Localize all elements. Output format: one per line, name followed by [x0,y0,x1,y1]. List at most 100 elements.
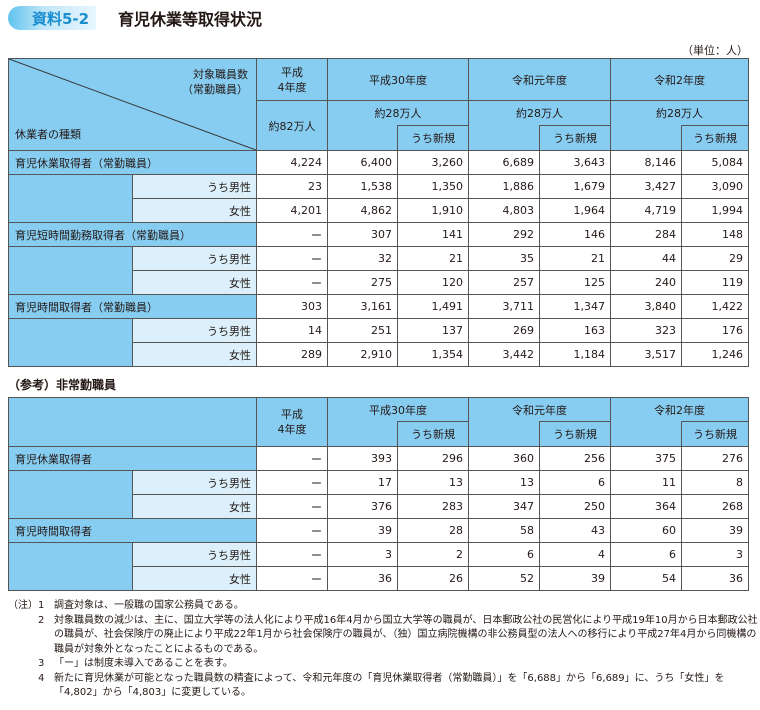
parttime-staff-table: 平成 4年度 平成30年度 令和元年度 令和2年度 うち新規 うち新規 うち新規 … [8,397,749,591]
value-cell: 44 [610,246,682,271]
value-cell: 323 [610,318,682,343]
value-cell: 29 [681,246,749,271]
value-cell: 3,643 [539,150,611,175]
note-item: （注） 1 調査対象は、一般職の国家公務員である。 [8,599,758,614]
value-cell: 3,260 [397,150,469,175]
value-cell: 23 [256,174,328,199]
value-cell: 32 [327,246,398,271]
value-cell: 4,224 [256,150,328,175]
value-cell: 376 [327,494,398,519]
value-cell: ー [256,470,328,495]
value-cell: 163 [539,318,611,343]
note-number: 4 [38,672,45,684]
value-cell: 21 [397,246,469,271]
value-cell: 11 [610,470,682,495]
blank-cell [327,125,398,151]
row-group-spacer [8,470,133,519]
blank-cell [610,125,682,151]
value-cell: 251 [327,318,398,343]
value-cell: 4,201 [256,198,328,223]
corner-header [8,397,257,447]
value-cell: 250 [539,494,611,519]
new-header: うち新規 [397,421,469,447]
table-row: うち男性ー 3 2 6 4 6 3 [8,542,749,591]
value-cell: 289 [256,342,328,367]
value-cell: 3,840 [610,294,682,319]
value-cell: 1,354 [397,342,469,367]
value-cell: 256 [539,446,611,471]
value-cell: 6 [539,470,611,495]
row-sub-label: うち男性 [132,470,257,495]
table-row: うち男性ー 32 21 35 21 44 29 [8,246,749,295]
value-cell: 4,862 [327,198,398,223]
value-cell: 1,246 [681,342,749,367]
corner-top-1: 対象職員数 [193,68,248,81]
row-group-spacer [8,318,133,367]
value-cell: 1,350 [397,174,469,199]
value-cell: 3,090 [681,174,749,199]
value-cell: 1,422 [681,294,749,319]
blank-cell [610,421,682,447]
value-cell: 14 [256,318,328,343]
value-cell: 292 [468,222,540,247]
corner-top-2: （常勤職員） [182,83,248,96]
badge-label: 資料5-2 [32,10,90,28]
value-cell: 141 [397,222,469,247]
document-badge: 資料5-2 [8,6,96,30]
table-row: 女性ー 275 120 257 125 240 119 [9,270,749,295]
value-cell: 43 [539,518,611,543]
value-cell: 275 [327,270,398,295]
value-cell: 39 [681,518,749,543]
value-cell: ー [256,246,328,271]
new-header: うち新規 [681,125,749,151]
value-cell: 1,538 [327,174,398,199]
value-cell: ー [256,446,328,471]
value-cell: 360 [468,446,540,471]
value-cell: 268 [681,494,749,519]
value-cell: ー [256,222,328,247]
value-cell: 60 [610,518,682,543]
value-cell: 125 [539,270,611,295]
note-text: 対象職員数の減少は、主に、国立大学等の法人化により平成16年4月から国立大学等の… [54,614,758,655]
year-h4-line2: 4年度 [277,80,307,94]
value-cell: 21 [539,246,611,271]
row-group-spacer [8,246,133,295]
value-cell: 6 [468,542,540,567]
year-h4-line2: 4年度 [277,423,307,436]
year-h4-line1: 平成 [281,408,303,421]
value-cell: 283 [397,494,469,519]
page-title: 育児休業等取得状況 [118,10,263,29]
value-cell: 39 [539,566,611,591]
year-header: 令和元年度 [468,58,611,101]
value-cell: 1,886 [468,174,540,199]
year-header: 平成30年度 [327,58,469,101]
notes: （注） 1 調査対象は、一般職の国家公務員である。 2 対象職員数の減少は、主に、国立… [8,599,758,701]
value-cell: 36 [681,566,749,591]
value-cell: 58 [468,518,540,543]
blank-cell [468,421,540,447]
section-title: （参考）非常勤職員 [8,378,117,392]
value-cell: ー [256,566,328,591]
row-sub-label: 女性 [132,494,257,519]
fulltime-staff-table: 対象職員数 （常勤職員） 休業者の種類 平成 4年度 平成30年度 令和元年度 令和… [8,58,749,367]
row-group-spacer [8,542,133,591]
value-cell: 13 [397,470,469,495]
note-text: 「ー」は制度未導入であることを表す。 [54,658,233,669]
diagonal-line [9,59,256,150]
value-cell: 364 [610,494,682,519]
row-group-label: 育児休業取得者 [8,446,257,471]
table-row: 育児時間取得者（常勤職員） 303 3,161 1,491 3,711 1,347 3,84… [8,294,749,319]
staff-count: 約28万人 [610,100,749,126]
value-cell: 276 [681,446,749,471]
value-cell: 296 [397,446,469,471]
staff-count: 約28万人 [468,100,611,126]
value-cell: 119 [681,270,749,295]
value-cell: 1,491 [397,294,469,319]
note-number: 1 [38,600,45,611]
value-cell: 8 [681,470,749,495]
value-cell: 303 [256,294,328,319]
value-cell: 3,711 [468,294,540,319]
value-cell: 347 [468,494,540,519]
new-header: うち新規 [397,125,469,151]
value-cell: 3,517 [610,342,682,367]
